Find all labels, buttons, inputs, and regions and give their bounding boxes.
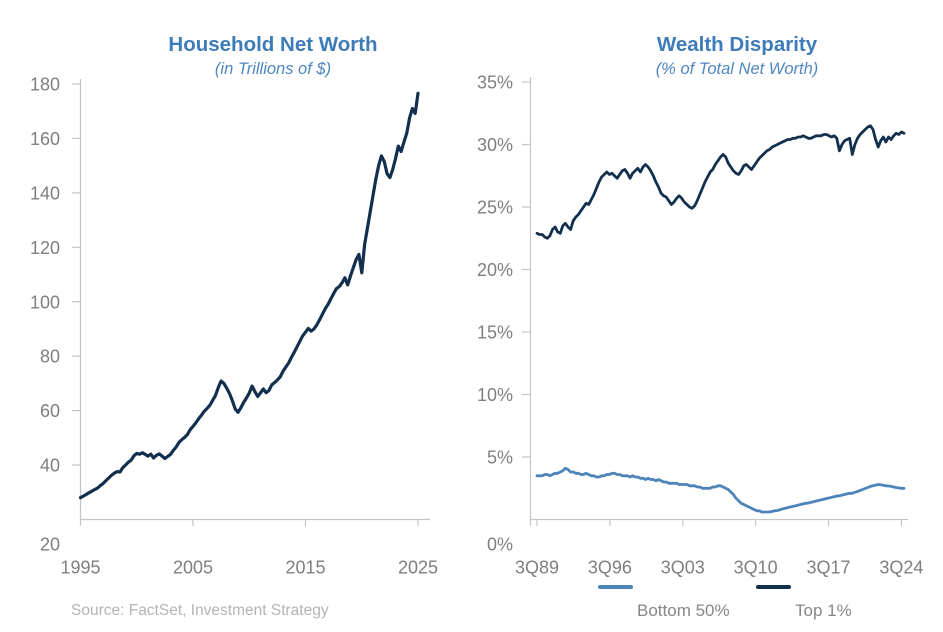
household-net-worth-y-min-label: 20 bbox=[40, 535, 60, 555]
household-net-worth-x-tick-label: 1995 bbox=[60, 558, 100, 578]
wealth-disparity-y-tick-label: 5% bbox=[487, 448, 513, 468]
wealth-disparity-y-tick-label: 20% bbox=[477, 260, 513, 280]
household-net-worth-y-tick-label: 160 bbox=[30, 129, 60, 149]
household-net-worth-x-tick-label: 2005 bbox=[173, 558, 213, 578]
wealth-disparity-series-line-top-1- bbox=[535, 124, 906, 240]
wealth-disparity-y-tick-label: 30% bbox=[477, 135, 513, 155]
household-net-worth-x-tick-label: 2015 bbox=[285, 558, 325, 578]
household-net-worth-y-tick-label: 60 bbox=[40, 401, 60, 421]
wealth-disparity-series-line-bottom-50- bbox=[535, 466, 906, 514]
wealth-disparity-x-tick-label: 3Q24 bbox=[879, 558, 923, 578]
wealth-disparity-x-tick-label: 3Q96 bbox=[588, 558, 632, 578]
legend-label-top-1pct: Top 1% bbox=[795, 601, 852, 620]
wealth-disparity-y-tick-label: 35% bbox=[477, 73, 513, 93]
household-net-worth-subtitle: (in Trillions of $) bbox=[214, 60, 332, 78]
wealth-disparity-x-tick-label: 3Q17 bbox=[806, 558, 850, 578]
household-net-worth-x-tick-label: 2025 bbox=[398, 558, 438, 578]
household-net-worth-title: Household Net Worth bbox=[168, 33, 378, 56]
wealth-disparity-y-tick-label: 15% bbox=[477, 323, 513, 343]
household-net-worth-y-tick-label: 100 bbox=[30, 292, 60, 312]
legend-swatch-top-1pct bbox=[756, 585, 791, 589]
wealth-disparity-subtitle: (% of Total Net Worth) bbox=[655, 60, 819, 78]
wealth-disparity-x-tick-label: 3Q89 bbox=[515, 558, 559, 578]
household-net-worth-y-tick-label: 40 bbox=[40, 456, 60, 476]
wealth-disparity-x-tick-label: 3Q03 bbox=[661, 558, 705, 578]
household-net-worth-series-line-household-net-worth bbox=[78, 91, 420, 500]
household-net-worth-y-tick-label: 140 bbox=[30, 183, 60, 203]
wealth-disparity-y-tick-label: 10% bbox=[477, 385, 513, 405]
source-note: Source: FactSet, Investment Strategy bbox=[71, 602, 329, 619]
wealth-disparity-x-tick-label: 3Q10 bbox=[734, 558, 778, 578]
household-net-worth-y-tick-label: 80 bbox=[40, 347, 60, 367]
wealth-disparity-y-tick-label: 25% bbox=[477, 198, 513, 218]
legend-swatch-bottom-50pct bbox=[598, 585, 633, 589]
household-net-worth-y-tick-label: 120 bbox=[30, 238, 60, 258]
wealth-disparity-y-min-label: 0% bbox=[487, 535, 513, 555]
legend-label-bottom-50pct: Bottom 50% bbox=[637, 601, 730, 620]
wealth-disparity-title: Wealth Disparity bbox=[656, 33, 818, 56]
household-net-worth-y-tick-label: 180 bbox=[30, 75, 60, 95]
